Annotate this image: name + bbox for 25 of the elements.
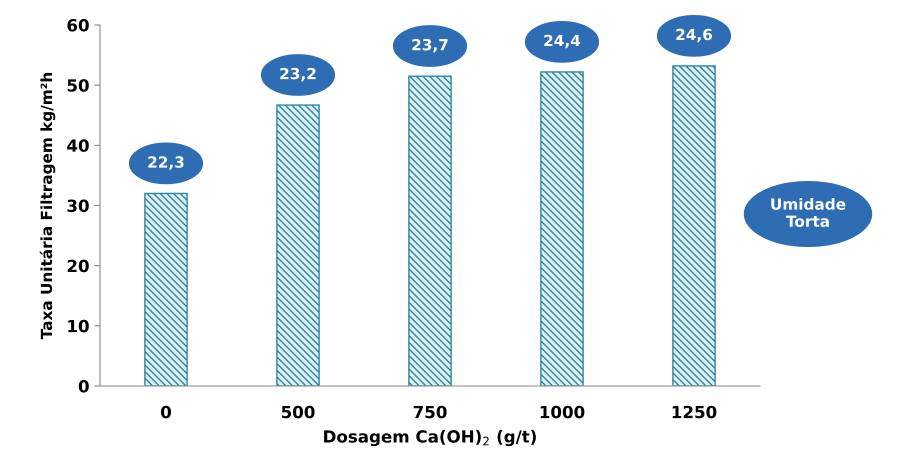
x-tick-label: 750 bbox=[414, 406, 447, 418]
y-tick-label: 30 bbox=[68, 199, 89, 212]
x-tick-label: 1250 bbox=[672, 406, 716, 418]
text: Umidade Torta bbox=[771, 198, 846, 227]
annotation: 24,4 bbox=[544, 34, 580, 48]
x-tick-label: 500 bbox=[282, 406, 315, 418]
y-tick-label: 50 bbox=[68, 79, 89, 92]
bar bbox=[408, 75, 452, 386]
bar bbox=[540, 71, 584, 386]
x-axis-title: Dosagem Ca(OH)$_{2}$ (g/t) bbox=[324, 430, 536, 446]
y-tick-label: 20 bbox=[68, 260, 89, 272]
y-tick-label: 0 bbox=[78, 380, 89, 393]
annotation: 23,7 bbox=[412, 38, 448, 52]
bar bbox=[672, 65, 716, 386]
x-tick-label: 1000 bbox=[540, 406, 584, 418]
annotation: 24,6 bbox=[676, 28, 712, 42]
x-tick-label: 0 bbox=[161, 406, 171, 418]
bar bbox=[144, 192, 188, 386]
bar bbox=[276, 104, 320, 386]
annotation: 23,2 bbox=[280, 68, 316, 82]
y-axis-title: Taxa Unitária Filtragem kg/m²h bbox=[40, 72, 56, 340]
y-tick-label: 40 bbox=[67, 139, 89, 152]
annotation: 22,3 bbox=[148, 156, 184, 170]
y-tick-label: 60 bbox=[67, 18, 89, 32]
y-tick-label: 10 bbox=[68, 320, 89, 332]
